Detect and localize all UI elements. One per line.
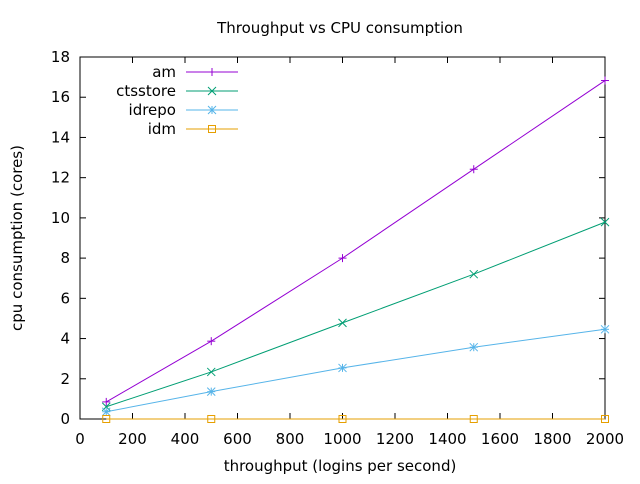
- data-point-idm: [338, 415, 347, 423]
- marker-stroke: [469, 342, 479, 352]
- legend-label-idm: idm: [148, 120, 176, 138]
- x-tick-label: 400: [171, 430, 200, 448]
- data-point-ctsstore: [206, 367, 216, 377]
- data-point-am: [338, 254, 347, 263]
- y-tick-label: 4: [60, 330, 70, 348]
- marker-stroke: [338, 415, 347, 423]
- data-point-ctsstore: [469, 269, 479, 279]
- marker-stroke: [102, 415, 111, 423]
- y-tick-label: 18: [51, 48, 70, 66]
- data-point-idrepo: [206, 387, 216, 397]
- x-axis-label: throughput (logins per second): [224, 457, 457, 475]
- data-point-idrepo: [338, 363, 347, 373]
- series-line-idrepo: [106, 328, 606, 413]
- legend-label-ctsstore: ctsstore: [116, 82, 176, 100]
- data-point-am: [601, 76, 609, 85]
- marker-stroke: [207, 105, 217, 115]
- marker-stroke: [600, 324, 610, 334]
- marker-stroke: [208, 125, 216, 133]
- marker-stroke: [469, 269, 479, 279]
- marker-stroke: [338, 363, 347, 373]
- legend-label-am: am: [152, 63, 176, 81]
- data-point-am: [207, 337, 216, 346]
- x-tick-label: 1200: [376, 430, 414, 448]
- y-tick-label: 6: [60, 289, 70, 307]
- chart-title: Throughput vs CPU consumption: [216, 19, 463, 37]
- data-point-idrepo: [469, 342, 479, 352]
- y-tick-label: 2: [60, 370, 70, 388]
- data-point-idm: [601, 415, 609, 423]
- marker-stroke: [206, 387, 216, 397]
- x-tick-label: 1800: [533, 430, 571, 448]
- legend-marker-am: [208, 68, 216, 76]
- legend-marker-ctsstore: [207, 86, 217, 96]
- marker-stroke: [206, 367, 216, 377]
- data-point-ctsstore: [600, 217, 610, 227]
- data-point-idm: [207, 415, 216, 423]
- data-point-am: [102, 397, 111, 406]
- marker-stroke: [601, 415, 609, 423]
- data-point-am: [469, 165, 478, 174]
- marker-stroke: [338, 318, 347, 328]
- marker-stroke: [469, 415, 478, 423]
- legend-marker-idrepo: [207, 105, 217, 115]
- y-tick-label: 16: [51, 88, 70, 106]
- x-tick-label: 600: [223, 430, 252, 448]
- y-tick-label: 12: [51, 169, 70, 187]
- marker-stroke: [600, 217, 610, 227]
- x-tick-label: 1000: [323, 430, 361, 448]
- x-tick-label: 0: [75, 430, 85, 448]
- y-tick-label: 8: [60, 249, 70, 267]
- legend-label-idrepo: idrepo: [129, 101, 176, 119]
- data-point-idrepo: [101, 407, 111, 417]
- data-point-idrepo: [600, 324, 610, 334]
- y-tick-label: 14: [51, 128, 70, 146]
- x-tick-label: 200: [118, 430, 147, 448]
- y-axis-label: cpu consumption (cores): [8, 145, 26, 331]
- x-tick-label: 1600: [481, 430, 519, 448]
- y-tick-label: 10: [51, 209, 70, 227]
- legend-marker-idm: [208, 125, 216, 133]
- data-point-ctsstore: [338, 318, 347, 328]
- data-point-idm: [469, 415, 478, 423]
- x-tick-label: 800: [276, 430, 305, 448]
- x-tick-label: 2000: [586, 430, 624, 448]
- series-line-am: [105, 80, 606, 403]
- marker-stroke: [207, 415, 216, 423]
- marker-stroke: [101, 407, 111, 417]
- marker-stroke: [207, 86, 217, 96]
- x-tick-label: 1400: [428, 430, 466, 448]
- data-point-idm: [102, 415, 111, 423]
- y-tick-label: 0: [60, 410, 70, 428]
